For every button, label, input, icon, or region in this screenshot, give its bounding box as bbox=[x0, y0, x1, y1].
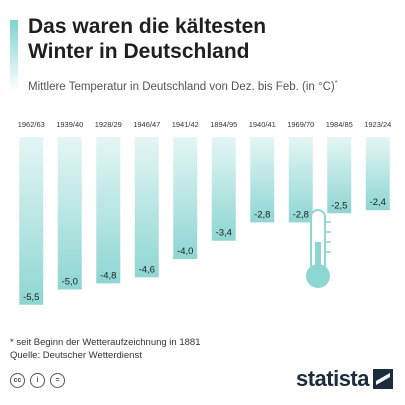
statista-logo[interactable]: statista bbox=[296, 366, 393, 392]
value-label: -5,0 bbox=[62, 277, 78, 288]
title-line-1: Das waren die kältesten bbox=[28, 15, 267, 38]
bar bbox=[211, 137, 236, 241]
category-label: 1940/41 bbox=[249, 120, 276, 129]
source-text: Quelle: Deutscher Wetterdienst bbox=[10, 350, 142, 361]
brand-name: statista bbox=[295, 366, 370, 391]
bar bbox=[19, 137, 44, 305]
page-title: Das waren die kältesten Winter in Deutsc… bbox=[28, 14, 388, 64]
value-label: -4,8 bbox=[100, 270, 116, 281]
footnote-block: * seit Beginn der Wetteraufzeichnung in … bbox=[10, 336, 200, 362]
category-label: 1928/29 bbox=[95, 120, 122, 129]
category-label: 1923/24 bbox=[364, 120, 391, 129]
category-label: 1894/95 bbox=[210, 120, 237, 129]
bar bbox=[288, 137, 313, 223]
subtitle-text: Mittlere Temperatur in Deutschland von D… bbox=[28, 80, 335, 93]
bar bbox=[134, 137, 159, 278]
value-label: -2,8 bbox=[293, 209, 309, 220]
bar bbox=[57, 137, 82, 290]
category-label: 1939/40 bbox=[56, 120, 83, 129]
bar bbox=[96, 137, 121, 284]
value-label: -2,8 bbox=[254, 209, 270, 220]
value-label: -4,0 bbox=[177, 246, 193, 257]
value-label: -4,6 bbox=[139, 264, 155, 275]
equals-icon[interactable]: = bbox=[50, 373, 65, 388]
value-label: -2,4 bbox=[370, 197, 386, 208]
bar bbox=[250, 137, 275, 223]
cc-icon[interactable]: cc bbox=[10, 373, 25, 388]
chart-subtitle: Mittlere Temperatur in Deutschland von D… bbox=[28, 80, 403, 93]
category-label: 1946/47 bbox=[133, 120, 160, 129]
category-label: 1941/42 bbox=[172, 120, 199, 129]
license-icons: cc i = bbox=[10, 373, 65, 388]
subtitle-footnote-mark: * bbox=[334, 80, 338, 87]
bar bbox=[365, 137, 390, 211]
title-accent-bar bbox=[10, 20, 18, 92]
person-icon[interactable]: i bbox=[30, 373, 45, 388]
value-label: -5,5 bbox=[23, 292, 39, 303]
value-label: -2,5 bbox=[331, 200, 347, 211]
bar bbox=[173, 137, 198, 259]
statista-logo-icon bbox=[373, 369, 393, 389]
bar-chart: 1962/63 -5,5 1939/40 -5,0 1928/29 -4,8 1946/47… bbox=[18, 120, 391, 305]
value-label: -3,4 bbox=[216, 228, 232, 239]
bar bbox=[327, 137, 352, 214]
category-label: 1969/70 bbox=[287, 120, 314, 129]
footnote-text: * seit Beginn der Wetteraufzeichnung in … bbox=[10, 337, 201, 348]
category-label: 1984/85 bbox=[326, 120, 353, 129]
thermometer-icon bbox=[306, 209, 331, 288]
category-label: 1962/63 bbox=[18, 120, 45, 129]
title-line-2: Winter in Deutschland bbox=[28, 40, 250, 63]
